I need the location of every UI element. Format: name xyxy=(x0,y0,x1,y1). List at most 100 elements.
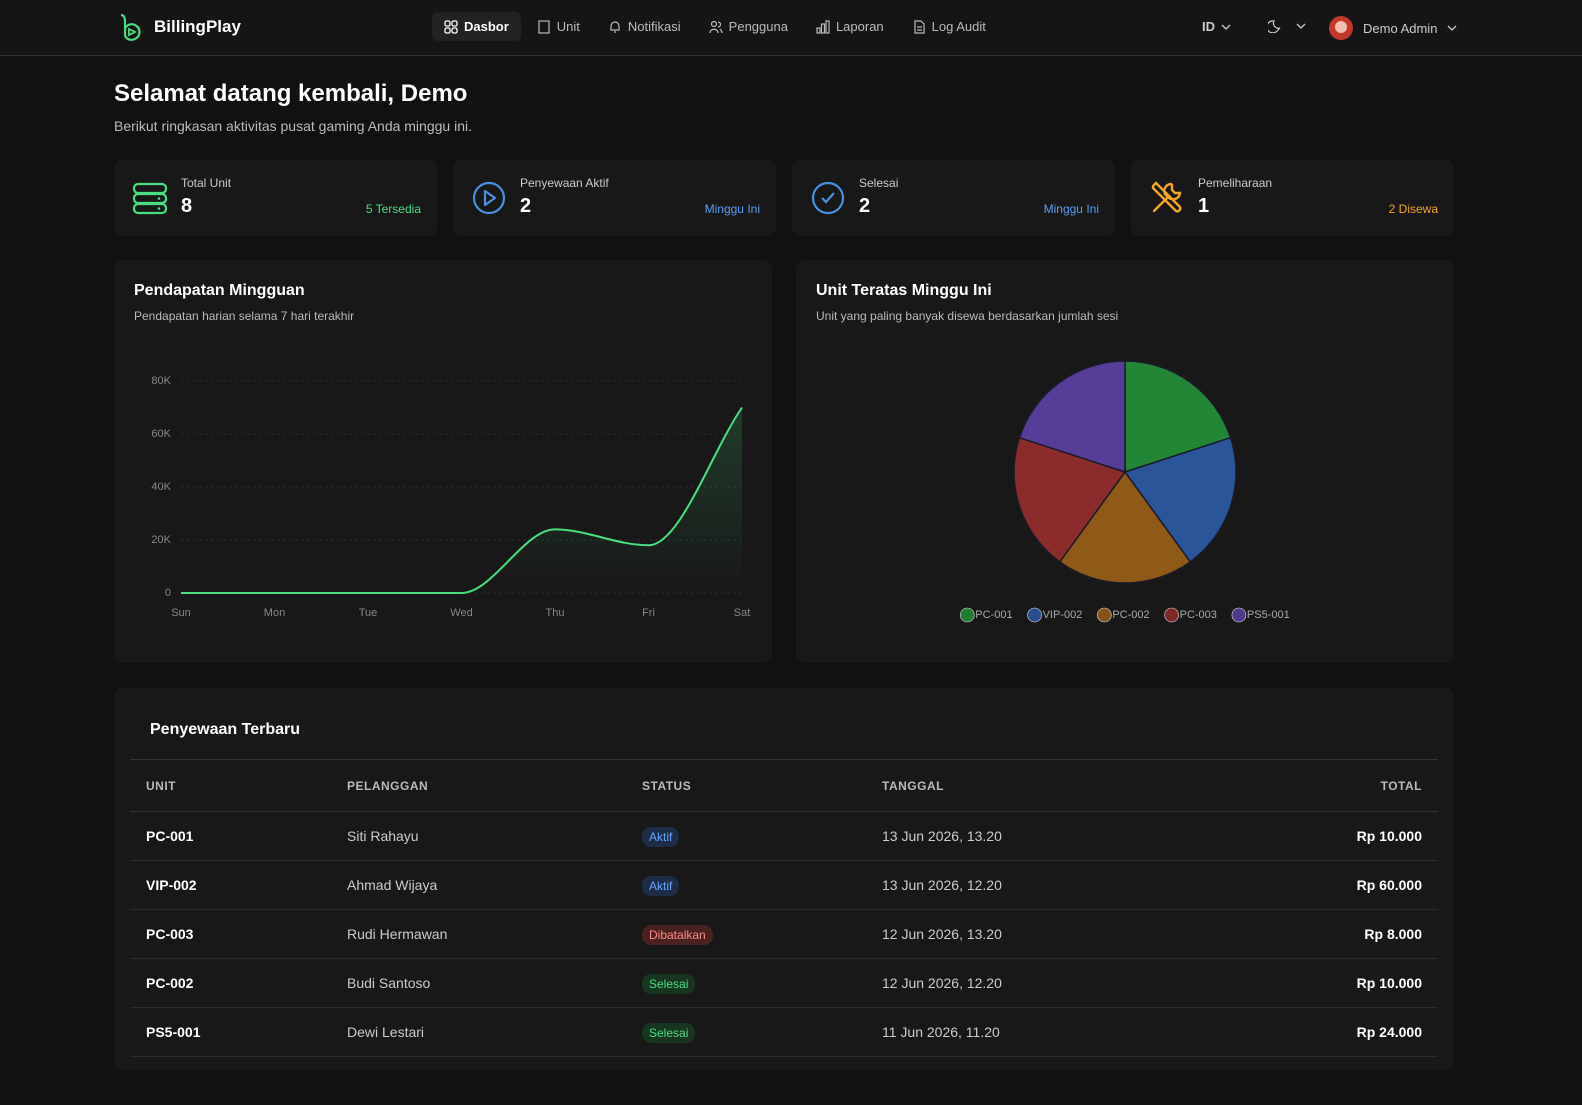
pie-slice xyxy=(1058,470,1192,584)
logo xyxy=(120,13,141,41)
legend-label: VIP-002 xyxy=(1043,609,1083,621)
chevron xyxy=(1221,24,1231,30)
pie-slice xyxy=(1123,436,1237,563)
line xyxy=(180,406,743,594)
x-tick-label: Tue xyxy=(359,607,378,619)
legend-swatch xyxy=(1231,607,1247,623)
avatar xyxy=(1329,16,1353,40)
nav-label: Pengguna xyxy=(728,19,788,34)
column-header: PELANGGAN xyxy=(331,759,626,812)
brand[interactable]: BillingPlay xyxy=(116,12,241,42)
cell: 13 Jun 2026, 13.20 xyxy=(866,811,1215,861)
table-row[interactable]: VIP-002 Ahmad Wijaya Aktif 13 Jun 2026, 12.… xyxy=(130,860,1438,910)
table-row[interactable]: PC-001 Siti Rahayu Aktif 13 Jun 2026, 13.20… xyxy=(130,811,1438,861)
table-row[interactable]: PC-002 Budi Santoso Selesai 12 Jun 2026, 12… xyxy=(130,958,1438,1008)
stat-card: Total Unit 8 5 Tersedia xyxy=(114,160,437,236)
column-header: TOTAL xyxy=(1214,759,1438,812)
x-tick-label: Fri xyxy=(642,607,655,619)
cell: Ahmad Wijaya xyxy=(331,860,626,910)
x-tick-label: Sat xyxy=(734,607,751,619)
column-header: UNIT xyxy=(130,759,331,812)
cell: Aktif xyxy=(626,811,866,861)
chevron xyxy=(1447,25,1457,31)
language: ID xyxy=(1202,19,1215,34)
x-tick-label: Wed xyxy=(450,607,472,619)
chart-title: Pendapatan Mingguan xyxy=(134,282,305,299)
x-tick-label: Sun xyxy=(171,607,191,619)
nav-label: Dasbor xyxy=(464,19,509,34)
nav-item[interactable]: Log Audit xyxy=(900,12,998,41)
stat-card: Selesai 2 Minggu Ini xyxy=(792,160,1115,236)
y-tick-label: 80K xyxy=(151,375,171,387)
cell: PC-001 xyxy=(130,811,331,861)
status-badge: Aktif xyxy=(642,827,680,847)
legend-label: PC-002 xyxy=(1112,609,1149,621)
area xyxy=(181,407,742,593)
nav-items: Dasbor Unit Notifikasi Pengguna Laporan … xyxy=(432,12,998,41)
legend-label: PC-001 xyxy=(975,609,1012,621)
icon xyxy=(444,19,458,34)
top-nav: BillingPlay Dasbor Unit Notifikasi Pengg… xyxy=(0,0,1582,56)
icon xyxy=(538,19,550,34)
column-header: TANGGAL xyxy=(866,759,1215,812)
language-select[interactable]: ID xyxy=(1202,19,1231,34)
legend-swatch xyxy=(1164,607,1179,623)
cell: Rp 24.000 xyxy=(1214,1007,1438,1057)
cell: 13 Jun 2026, 12.20 xyxy=(866,860,1215,910)
stat-value: 2 xyxy=(520,195,532,217)
icon xyxy=(610,20,620,33)
pie-slice xyxy=(1013,436,1127,563)
nav-item[interactable]: Laporan xyxy=(804,12,896,41)
pie-slice xyxy=(1124,360,1232,474)
y-tick-label: 60K xyxy=(151,428,171,440)
table-row[interactable]: PS5-001 Dewi Lestari Selesai 11 Jun 2026, 1… xyxy=(130,1007,1438,1057)
stat-icon xyxy=(472,181,506,215)
stat-note: Minggu Ini xyxy=(1043,202,1099,216)
theme-select[interactable] xyxy=(1268,19,1306,33)
column-header: STATUS xyxy=(626,759,866,812)
moon-icon xyxy=(1268,20,1281,33)
legend-swatch xyxy=(1097,607,1112,623)
user-name: Demo Admin xyxy=(1363,20,1438,36)
stat-label: Total Unit xyxy=(181,176,232,190)
cell: Aktif xyxy=(626,860,866,910)
nav-item[interactable]: Unit xyxy=(525,12,592,41)
cell: Budi Santoso xyxy=(331,958,626,1008)
icon xyxy=(914,19,925,34)
x-tick-label: Thu xyxy=(546,607,565,619)
y-tick-label: 40K xyxy=(151,481,171,493)
cell: Rp 10.000 xyxy=(1214,958,1438,1008)
icon xyxy=(709,20,723,33)
cell: VIP-002 xyxy=(130,860,331,910)
nav-label: Unit xyxy=(556,19,580,34)
nav-item[interactable]: Pengguna xyxy=(697,12,800,41)
table-row[interactable]: PC-003 Rudi Hermawan Dibatalkan 12 Jun 2026… xyxy=(130,909,1438,959)
cell: Selesai xyxy=(626,958,866,1008)
table-card: Penyewaan Terbaru UNIT PELANGGAN STATUS … xyxy=(114,688,1454,1070)
stat-value: 2 xyxy=(859,195,871,217)
legend-label: PC-003 xyxy=(1180,609,1217,621)
stat-note: Minggu Ini xyxy=(704,202,760,216)
cell: Dewi Lestari xyxy=(331,1007,626,1057)
legend: PC-001 VIP-002 PC-002 PC-003 PS5-001 xyxy=(959,607,1290,623)
chart-title: Unit Teratas Minggu Ini xyxy=(816,282,992,299)
chart-subtitle: Pendapatan harian selama 7 hari terakhir xyxy=(134,309,355,323)
stat-card: Pemeliharaan 1 2 Disewa xyxy=(1131,160,1454,236)
legend-swatch xyxy=(959,607,975,623)
stat-card: Penyewaan Aktif 2 Minggu Ini xyxy=(453,160,776,236)
nav-item[interactable]: Notifikasi xyxy=(596,12,693,41)
stat-label: Pemeliharaan xyxy=(1198,176,1273,190)
table-title: Penyewaan Terbaru xyxy=(150,721,300,738)
user-menu[interactable]: Demo Admin xyxy=(1328,15,1457,41)
nav-label: Notifikasi xyxy=(627,19,681,34)
stat-icon xyxy=(811,181,845,215)
stat-note: 2 Disewa xyxy=(1388,202,1438,216)
nav-item[interactable]: Dasbor xyxy=(432,12,521,41)
status-badge: Dibatalkan xyxy=(642,925,713,945)
cell: Rp 10.000 xyxy=(1214,811,1438,861)
cell: Selesai xyxy=(626,1007,866,1057)
chart-card: 0 20K 40K 60K 80K Sun Mon Tue Wed Thu Fri Sat Penda… xyxy=(114,260,772,663)
page-subtitle: Berikut ringkasan aktivitas pusat gaming… xyxy=(114,118,472,134)
pie-chart: PC-001 VIP-002 PC-002 PC-003 PS5-001 xyxy=(959,360,1290,623)
